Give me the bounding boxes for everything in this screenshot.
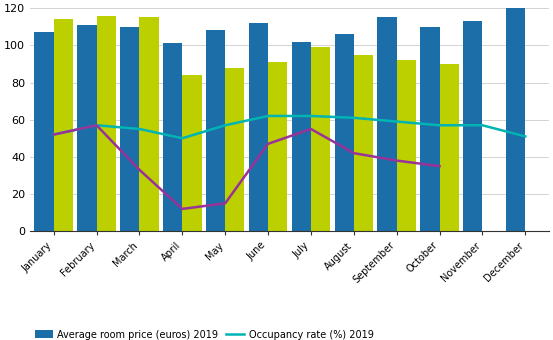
Bar [377, 17, 397, 231]
Bar [120, 27, 139, 231]
Bar [206, 31, 225, 231]
Bar [354, 55, 373, 231]
Bar [311, 47, 330, 231]
Bar [335, 34, 354, 231]
Bar [77, 25, 97, 231]
Bar [291, 41, 311, 231]
Bar [182, 75, 202, 231]
Bar [397, 60, 416, 231]
Bar [249, 23, 268, 231]
Legend: Average room price (euros) 2019, Average room price (euros) 2020, Occupancy rate: Average room price (euros) 2019, Average… [35, 330, 374, 340]
Bar [97, 16, 116, 231]
Bar [54, 19, 73, 231]
Bar [268, 62, 288, 231]
Bar [463, 21, 482, 231]
Bar [440, 64, 459, 231]
Bar [34, 32, 54, 231]
Bar [225, 68, 244, 231]
Bar [139, 17, 159, 231]
Bar [506, 8, 525, 231]
Bar [420, 27, 440, 231]
Bar [163, 44, 182, 231]
